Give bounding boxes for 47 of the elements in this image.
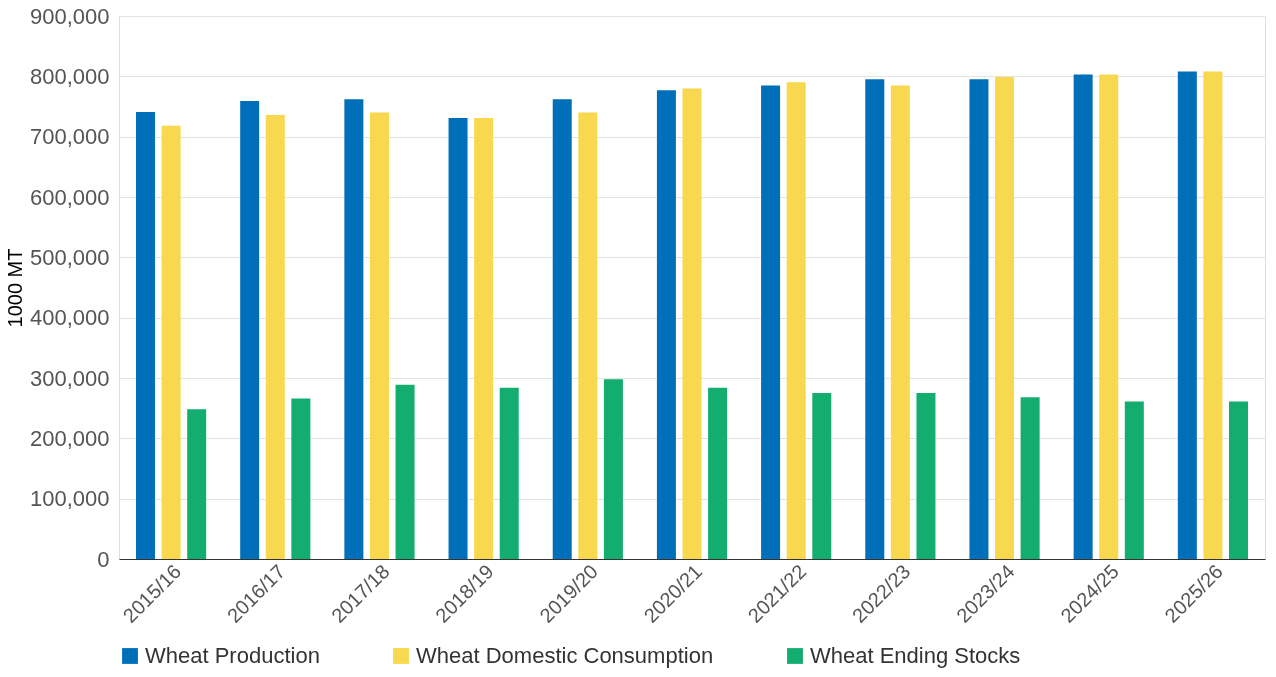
bar [1203, 71, 1223, 559]
bar [761, 85, 781, 559]
bar [786, 82, 806, 559]
y-tick-label: 600,000 [29, 184, 110, 210]
y-tick-label: 100,000 [29, 486, 110, 512]
bar [708, 387, 728, 559]
bar [603, 379, 623, 559]
bar [812, 393, 832, 559]
y-tick-label: 0 [97, 546, 110, 572]
y-tick-label: 300,000 [29, 365, 110, 391]
bar [344, 99, 364, 559]
bar [499, 387, 519, 559]
bar [865, 79, 885, 559]
bar [474, 117, 494, 559]
legend-label: Wheat Ending Stocks [810, 643, 1021, 668]
legend-label: Wheat Production [145, 643, 320, 668]
y-tick-label: 700,000 [29, 124, 110, 150]
bar [369, 112, 389, 559]
y-axis-title: 1000 MT [3, 248, 26, 328]
bar [995, 76, 1015, 559]
bar [969, 79, 989, 559]
y-tick-label: 400,000 [29, 305, 110, 331]
bar [136, 111, 155, 559]
bar [1099, 74, 1119, 559]
bar [890, 85, 910, 559]
bar [1073, 74, 1093, 559]
bar [240, 101, 260, 559]
bar [265, 114, 285, 559]
bar [395, 384, 415, 559]
bar [916, 393, 936, 559]
bar [682, 88, 702, 559]
bar [1177, 71, 1197, 559]
bar [578, 112, 598, 559]
y-tick-label: 500,000 [29, 244, 110, 270]
y-tick-label: 200,000 [29, 425, 110, 451]
bar [552, 99, 572, 559]
bar [448, 117, 468, 559]
bar [1124, 401, 1144, 559]
bar [187, 409, 207, 559]
legend-label: Wheat Domestic Consumption [416, 643, 714, 668]
bar [291, 398, 311, 559]
bar [161, 125, 181, 559]
bar [1020, 397, 1040, 559]
bar [656, 90, 676, 559]
y-tick-label: 800,000 [29, 63, 110, 89]
y-tick-label: 900,000 [29, 3, 110, 29]
bar [1229, 401, 1248, 559]
